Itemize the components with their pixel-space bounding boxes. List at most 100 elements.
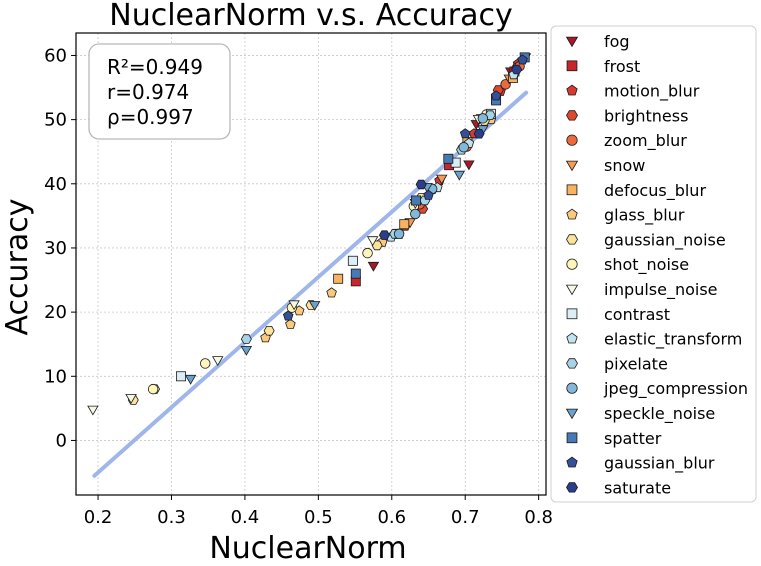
data-point-saturate bbox=[473, 128, 485, 139]
legend-marker-shot-noise bbox=[566, 258, 578, 270]
legend-label-glass-blur: glass_blur bbox=[604, 206, 685, 226]
data-point-impulse-noise bbox=[366, 236, 379, 247]
data-point-spatter bbox=[350, 268, 361, 279]
legend-marker-spatter bbox=[566, 432, 578, 444]
data-point-glass-blur bbox=[326, 287, 337, 298]
data-point-snow bbox=[436, 174, 448, 185]
legend-label-contrast: contrast bbox=[604, 305, 670, 324]
legend-label-impulse-noise: impulse_noise bbox=[604, 280, 718, 300]
chart-title: NuclearNorm v.s. Accuracy bbox=[109, 0, 512, 33]
legend-marker-saturate bbox=[566, 482, 578, 493]
legend-marker-elastic-transform bbox=[566, 332, 578, 344]
data-point-jpeg-compression bbox=[393, 228, 405, 240]
x-tick-label: 0.8 bbox=[524, 507, 553, 528]
data-point-saturate bbox=[378, 230, 390, 240]
y-tick-label: 50 bbox=[44, 110, 67, 131]
legend-label-jpeg-compression: jpeg_compression bbox=[603, 379, 748, 399]
data-point-fog bbox=[367, 261, 380, 272]
data-point-impulse-noise bbox=[288, 300, 300, 311]
y-tick-label: 30 bbox=[44, 238, 67, 259]
legend-marker-glass-blur bbox=[566, 208, 578, 220]
legend-marker-pixelate bbox=[566, 358, 578, 369]
data-point-impulse-noise bbox=[87, 405, 99, 416]
legend-marker-impulse-noise bbox=[565, 284, 579, 296]
data-point-pixelate bbox=[240, 334, 252, 344]
y-tick-label: 0 bbox=[56, 430, 67, 451]
y-axis-ticks: 0 10 20 30 40 50 60 bbox=[44, 45, 76, 451]
stat-pearson-r: r=0.974 bbox=[107, 80, 189, 104]
legend-label-speckle-noise: speckle_noise bbox=[604, 404, 715, 424]
legend-label-gaussian-blur: gaussian_blur bbox=[604, 454, 715, 474]
legend-label-saturate: saturate bbox=[604, 478, 671, 497]
legend-marker-speckle-noise bbox=[565, 408, 579, 420]
data-point-jpeg-compression bbox=[477, 113, 489, 124]
data-points bbox=[87, 52, 532, 416]
legend-label-snow: snow bbox=[604, 156, 645, 175]
legend-marker-contrast bbox=[566, 308, 578, 320]
data-point-speckle-noise bbox=[308, 301, 321, 311]
data-point-impulse-noise bbox=[125, 394, 137, 404]
data-point-speckle-noise bbox=[184, 374, 197, 385]
data-point-shot-noise bbox=[147, 383, 159, 395]
legend-label-pixelate: pixelate bbox=[604, 354, 668, 373]
x-tick-label: 0.7 bbox=[451, 507, 480, 528]
x-tick-label: 0.3 bbox=[157, 507, 186, 528]
legend-label-defocus-blur: defocus_blur bbox=[604, 181, 706, 201]
legend-marker-gaussian-noise bbox=[566, 234, 578, 245]
legend-label-gaussian-noise: gaussian_noise bbox=[604, 230, 726, 250]
legend-label-fog: fog bbox=[604, 32, 630, 51]
data-point-glass-blur bbox=[285, 318, 296, 329]
data-point-saturate bbox=[511, 64, 523, 75]
y-tick-label: 60 bbox=[44, 45, 67, 66]
plot-area: 0.2 0.3 0.4 0.5 0.6 0.7 0.8 0 10 20 30 40 50 60 R²=0… bbox=[44, 32, 553, 528]
x-axis-ticks: 0.2 0.3 0.4 0.5 0.6 0.7 0.8 bbox=[84, 495, 553, 528]
stats-box: R²=0.949 r=0.974 ρ=0.997 bbox=[88, 43, 231, 140]
data-point-gaussian-blur bbox=[282, 310, 294, 321]
data-point-jpeg-compression bbox=[410, 208, 421, 220]
data-point-contrast bbox=[347, 255, 358, 266]
legend-label-motion-blur: motion_blur bbox=[604, 82, 700, 102]
data-point-gaussian-blur bbox=[490, 90, 502, 101]
data-point-gaussian-blur bbox=[517, 54, 528, 65]
stat-spearman-rho: ρ=0.997 bbox=[107, 105, 194, 129]
legend: fog frost motion_blur brightness zoom_blursn… bbox=[550, 25, 757, 503]
regression-fit-line bbox=[92, 90, 529, 478]
x-tick-label: 0.4 bbox=[231, 507, 260, 528]
data-point-fog bbox=[463, 160, 475, 171]
legend-label-frost: frost bbox=[604, 57, 640, 76]
legend-label-elastic-transform: elastic_transform bbox=[604, 330, 742, 350]
data-point-gaussian-blur bbox=[423, 189, 434, 200]
stat-r-squared: R²=0.949 bbox=[107, 55, 203, 79]
x-tick-label: 0.5 bbox=[304, 507, 333, 528]
data-point-spatter bbox=[443, 153, 454, 164]
y-tick-label: 20 bbox=[44, 302, 67, 323]
data-point-shot-noise bbox=[362, 247, 373, 259]
data-point-contrast bbox=[176, 371, 186, 382]
data-point-defocus-blur bbox=[333, 273, 344, 284]
legend-marker-jpeg-compression bbox=[566, 382, 578, 394]
legend-marker-motion-blur bbox=[566, 84, 578, 96]
data-point-gaussian-blur bbox=[459, 128, 471, 139]
legend-marker-zoom-blur bbox=[566, 134, 578, 146]
legend-label-zoom-blur: zoom_blur bbox=[604, 131, 687, 151]
data-point-gaussian-noise bbox=[371, 240, 383, 251]
data-point-speckle-noise bbox=[453, 170, 466, 181]
y-axis-label: Accuracy bbox=[0, 199, 35, 336]
stats-box-frame bbox=[88, 43, 231, 140]
plot-frame bbox=[75, 32, 547, 496]
legend-label-brightness: brightness bbox=[604, 106, 688, 125]
legend-label-shot-noise: shot_noise bbox=[604, 255, 689, 275]
data-point-spatter bbox=[411, 195, 421, 206]
data-point-shot-noise bbox=[200, 358, 211, 369]
legend-marker-defocus-blur bbox=[566, 184, 578, 196]
legend-marker-fog bbox=[565, 36, 579, 48]
legend-frame bbox=[550, 25, 757, 503]
x-axis-label: NuclearNorm bbox=[209, 531, 406, 566]
data-point-jpeg-compression bbox=[458, 142, 469, 153]
data-point-impulse-noise bbox=[212, 356, 224, 367]
y-tick-label: 40 bbox=[44, 174, 67, 195]
y-tick-label: 10 bbox=[44, 366, 67, 387]
legend-items: fog frost motion_blur brightness zoom_blursn… bbox=[565, 32, 748, 497]
legend-marker-snow bbox=[565, 160, 579, 172]
